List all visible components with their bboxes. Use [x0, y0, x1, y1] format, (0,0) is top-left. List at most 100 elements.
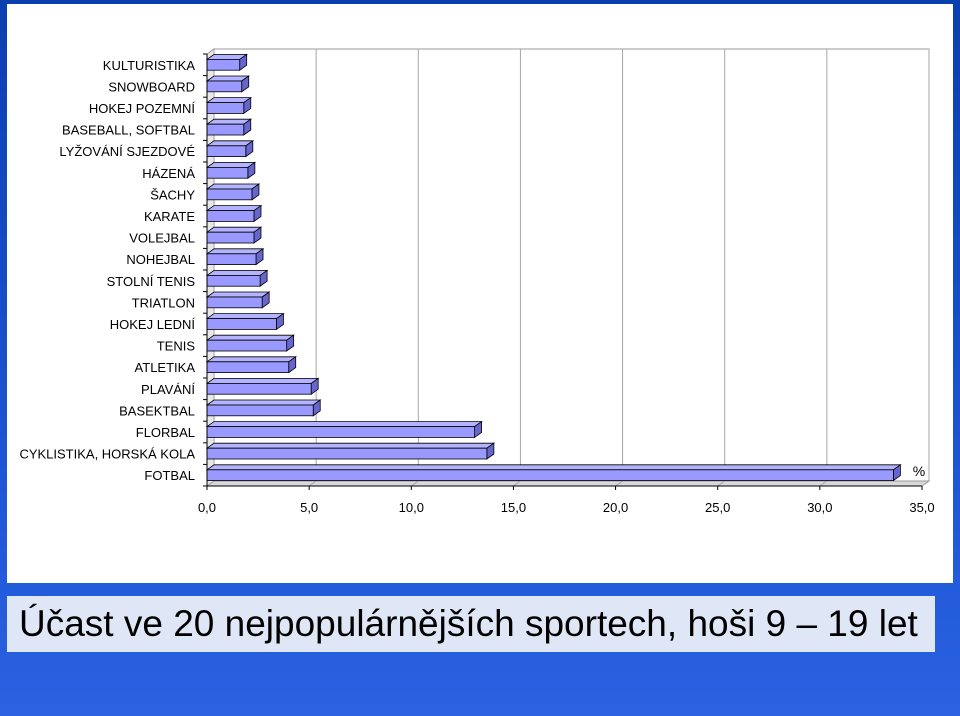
floor-gridline [819, 480, 828, 487]
bar-top-face [205, 269, 269, 276]
floor-gridline [410, 480, 419, 487]
x-tick-label: 0,0 [198, 500, 216, 515]
title-bar: Účast ve 20 nejpopulárnějších sportech, … [7, 596, 935, 652]
bar-top-face [205, 226, 263, 233]
bar-front-face [206, 253, 257, 266]
bar-top-face [205, 334, 295, 341]
x-tick-label: 5,0 [300, 500, 318, 515]
bar-front-face [206, 382, 312, 395]
bar-top-face [205, 377, 320, 384]
chart-gridlines [205, 48, 931, 487]
bar-front-face [206, 339, 288, 352]
bar [205, 248, 265, 266]
x-tick-label: 30,0 [807, 500, 832, 515]
floor-gridline [513, 480, 521, 487]
bar [205, 399, 322, 417]
bar-top-face [205, 399, 322, 406]
bar-front-face [206, 426, 476, 438]
bar-top-face [205, 161, 257, 168]
category-label: KULTURISTIKA [103, 58, 196, 73]
bar [205, 291, 271, 309]
bar-top-face [205, 140, 255, 147]
category-label: STOLNÍ TENIS [107, 274, 196, 289]
category-label: BASEKTBAL [119, 403, 195, 418]
bar-front-face [206, 145, 247, 158]
bar-front-face [206, 447, 488, 460]
bar [205, 161, 257, 179]
floor-gridline [921, 480, 930, 487]
x-tick-label: 35,0 [909, 500, 934, 515]
bar [205, 183, 261, 201]
bar [205, 53, 248, 71]
x-tick-label: 20,0 [603, 500, 628, 515]
bar [205, 334, 295, 352]
category-label: FOTBAL [144, 468, 195, 483]
bar [205, 377, 320, 395]
bar [205, 204, 263, 223]
category-label: HOKEJ POZEMNÍ [89, 101, 196, 116]
x-tick-label: 10,0 [399, 500, 424, 515]
floor-gridline [615, 480, 623, 487]
category-label: BASEBALL, SOFTBAL [62, 123, 195, 138]
bar-front-face [206, 166, 249, 179]
category-label: TENIS [157, 339, 196, 354]
bar [205, 269, 269, 287]
x-tick-label: 25,0 [705, 500, 730, 515]
bar-front-face [206, 188, 253, 201]
bar-front-face [206, 361, 290, 373]
bar-front-face [206, 80, 243, 93]
bar-front-face [206, 274, 261, 287]
category-label: VOLEJBAL [129, 231, 195, 246]
plot-side-wall [206, 48, 215, 487]
category-label: KARATE [144, 209, 195, 224]
category-label: LYŽOVÁNÍ SJEZDOVÉ [59, 144, 195, 159]
category-label: TRIATLON [132, 295, 195, 310]
bar-chart: KULTURISTIKA SNOWBOARD HOKEJ POZEMNÍ BASEBA… [19, 48, 935, 515]
bar-top-face [205, 248, 265, 255]
floor-gridline [717, 480, 726, 487]
chart-category-labels: KULTURISTIKA SNOWBOARD HOKEJ POZEMNÍ BASEBA… [19, 58, 195, 483]
category-label: HÁZENÁ [142, 166, 195, 181]
bar [205, 118, 253, 136]
bar [205, 464, 902, 482]
bar-top-face [205, 421, 483, 428]
axis-unit-label: % [913, 463, 925, 479]
chart-axes [203, 53, 923, 490]
bar-front-face [206, 102, 245, 114]
category-label: NOHEJBAL [126, 252, 195, 267]
chart-title: Účast ve 20 nejpopulárnějších sportech, … [19, 603, 918, 644]
bar-top-face [205, 205, 263, 212]
category-label: PLAVÁNÍ [141, 382, 195, 397]
bar-top-face [205, 313, 285, 320]
bar-front-face [206, 123, 245, 136]
bar [205, 420, 483, 439]
chart-tick-labels: 0,0 5,0 10,0 15,0 20,0 25,0 30,0 35,0 [198, 500, 935, 515]
floor-gridline [206, 480, 215, 487]
bar-front-face [206, 318, 277, 330]
bar-front-face [206, 404, 314, 417]
bar-front-face [206, 231, 255, 244]
category-label: HOKEJ LEDNÍ [110, 317, 196, 332]
bar [205, 75, 250, 93]
bar-top-face [205, 291, 271, 298]
chart-bars [205, 53, 902, 482]
x-tick-label: 15,0 [501, 500, 526, 515]
bar-front-face [206, 210, 255, 222]
slide-frame: KULTURISTIKA SNOWBOARD HOKEJ POZEMNÍ BASEBA… [7, 4, 953, 583]
bar-top-face [205, 356, 297, 363]
bar [205, 226, 263, 244]
category-label: ATLETIKA [135, 360, 196, 375]
bar [205, 96, 253, 115]
bar [205, 442, 496, 460]
bar-front-face [206, 296, 263, 309]
category-label: FLORBAL [136, 425, 195, 440]
bar-top-face [205, 183, 261, 190]
floor-gridline [308, 480, 317, 487]
bar-top-face [205, 442, 496, 449]
bar-front-face [206, 469, 894, 481]
bar [205, 312, 285, 331]
category-label: SNOWBOARD [108, 79, 195, 94]
bar [205, 356, 297, 374]
bar [205, 140, 255, 158]
category-label: ŠACHY [150, 187, 195, 202]
